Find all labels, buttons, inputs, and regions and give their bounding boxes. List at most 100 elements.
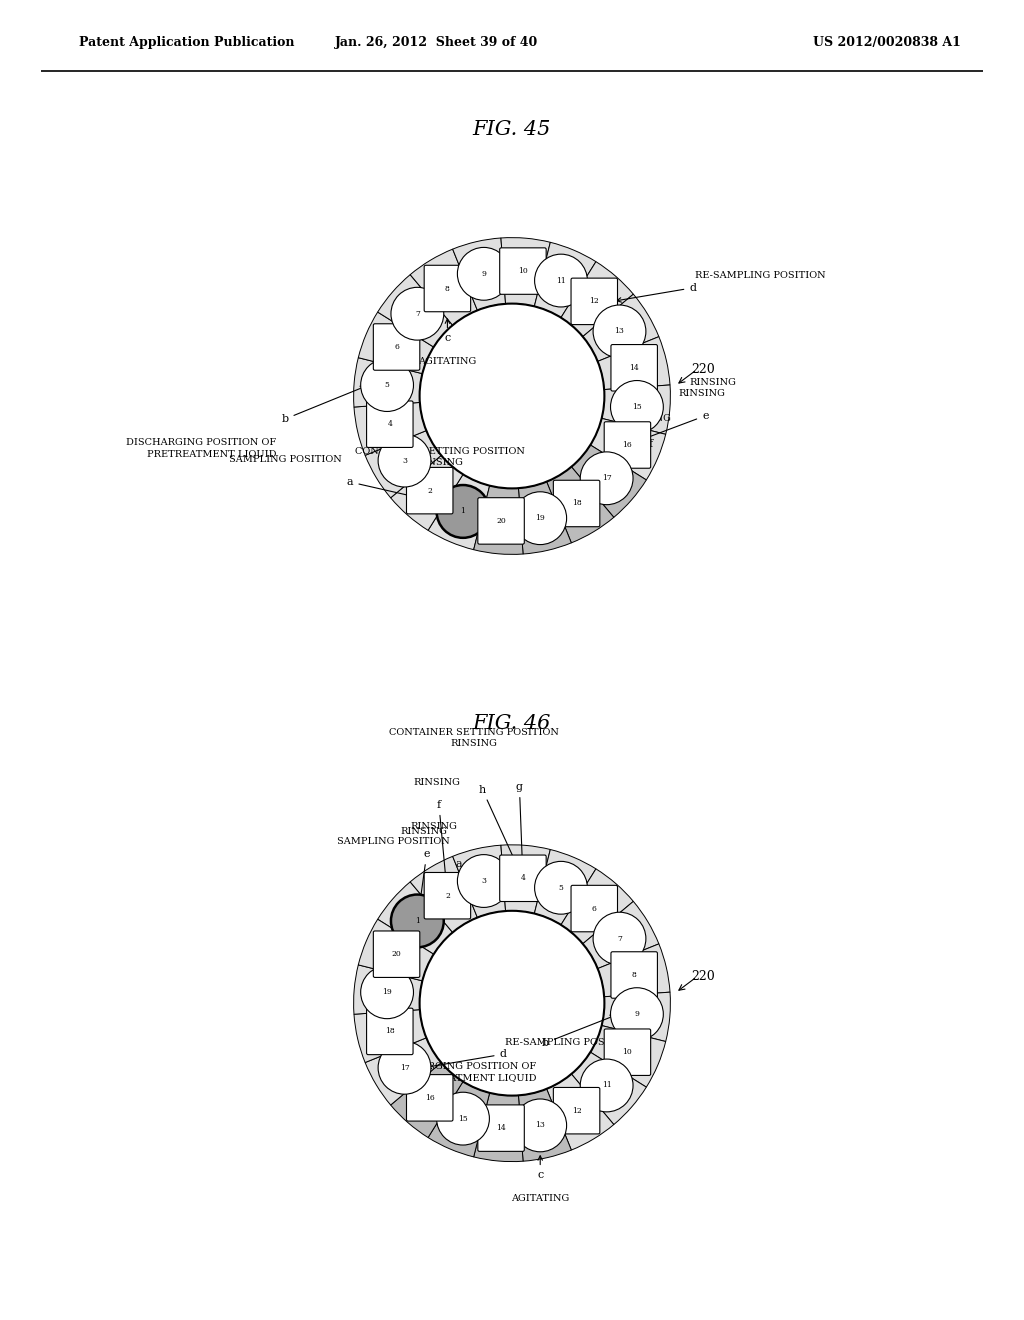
- Wedge shape: [354, 1010, 426, 1063]
- Text: 8: 8: [632, 972, 637, 979]
- Circle shape: [420, 911, 604, 1096]
- FancyBboxPatch shape: [374, 323, 420, 370]
- Wedge shape: [391, 1063, 463, 1138]
- Circle shape: [610, 987, 664, 1040]
- Text: 3: 3: [402, 457, 407, 465]
- Text: 2: 2: [427, 487, 432, 495]
- Text: 1: 1: [415, 917, 420, 925]
- Text: 5: 5: [385, 381, 389, 389]
- Text: FIG. 46: FIG. 46: [473, 714, 551, 733]
- Text: g: g: [516, 781, 525, 874]
- FancyBboxPatch shape: [407, 1074, 453, 1121]
- Text: Jan. 26, 2012  Sheet 39 of 40: Jan. 26, 2012 Sheet 39 of 40: [335, 36, 539, 49]
- Wedge shape: [583, 902, 658, 969]
- Text: SAMPLING POSITION: SAMPLING POSITION: [228, 455, 342, 463]
- Text: RINSING: RINSING: [411, 822, 458, 830]
- Text: e: e: [631, 411, 709, 444]
- FancyBboxPatch shape: [478, 1105, 524, 1151]
- Text: 14: 14: [497, 1125, 506, 1133]
- Text: 10: 10: [623, 1048, 632, 1056]
- FancyBboxPatch shape: [407, 467, 453, 513]
- Wedge shape: [378, 275, 453, 347]
- Wedge shape: [378, 882, 453, 954]
- Text: 16: 16: [623, 441, 632, 449]
- Wedge shape: [354, 403, 426, 455]
- Text: 3: 3: [481, 876, 486, 884]
- FancyBboxPatch shape: [604, 422, 650, 469]
- Circle shape: [436, 1092, 489, 1144]
- Circle shape: [581, 1059, 633, 1111]
- Circle shape: [378, 1041, 431, 1094]
- Text: 19: 19: [536, 515, 545, 523]
- Text: 220: 220: [691, 363, 716, 376]
- Circle shape: [360, 359, 414, 412]
- Text: CONTAINER SETTING POSITION
RINSING: CONTAINER SETTING POSITION RINSING: [354, 446, 524, 467]
- Text: DISCHARGING POSITION OF
PRETREATMENT LIQUID: DISCHARGING POSITION OF PRETREATMENT LIQ…: [126, 438, 276, 458]
- Text: RINSING: RINSING: [625, 414, 672, 424]
- Text: 12: 12: [590, 297, 599, 305]
- Text: g: g: [539, 498, 546, 515]
- FancyBboxPatch shape: [478, 498, 524, 544]
- Circle shape: [535, 255, 588, 308]
- Text: 4: 4: [387, 420, 392, 428]
- Text: 14: 14: [630, 364, 639, 372]
- Wedge shape: [358, 312, 433, 374]
- Circle shape: [458, 854, 510, 907]
- Text: 20: 20: [392, 950, 401, 958]
- Text: 13: 13: [536, 1122, 545, 1130]
- Wedge shape: [591, 1026, 666, 1088]
- Circle shape: [535, 862, 588, 915]
- Wedge shape: [518, 1089, 571, 1162]
- FancyBboxPatch shape: [604, 1030, 650, 1076]
- Circle shape: [458, 247, 510, 300]
- Text: 15: 15: [632, 403, 642, 411]
- Text: RINSING: RINSING: [679, 388, 725, 397]
- FancyBboxPatch shape: [424, 265, 471, 312]
- Text: FIG. 45: FIG. 45: [473, 120, 551, 139]
- Wedge shape: [602, 385, 671, 434]
- Circle shape: [420, 304, 604, 488]
- Text: 19: 19: [382, 989, 392, 997]
- Text: 2: 2: [445, 892, 450, 900]
- FancyBboxPatch shape: [424, 873, 471, 919]
- Text: h: h: [479, 784, 521, 875]
- Text: 1: 1: [461, 507, 466, 515]
- Text: 6: 6: [394, 343, 399, 351]
- FancyBboxPatch shape: [611, 345, 657, 391]
- Text: 15: 15: [458, 1114, 468, 1122]
- FancyBboxPatch shape: [571, 279, 617, 325]
- Wedge shape: [366, 430, 441, 498]
- Wedge shape: [561, 261, 633, 337]
- Text: 18: 18: [385, 1027, 394, 1035]
- Wedge shape: [535, 850, 596, 925]
- Wedge shape: [474, 486, 523, 554]
- Circle shape: [514, 492, 566, 545]
- Text: RE-SAMPLING POSITION: RE-SAMPLING POSITION: [505, 1038, 636, 1047]
- Text: SAMPLING POSITION: SAMPLING POSITION: [337, 837, 451, 846]
- Text: b: b: [542, 1015, 614, 1048]
- Text: 6: 6: [592, 904, 597, 912]
- Wedge shape: [571, 445, 646, 517]
- Wedge shape: [353, 358, 422, 407]
- Circle shape: [581, 451, 633, 504]
- Wedge shape: [571, 1052, 646, 1125]
- Text: 17: 17: [602, 474, 611, 482]
- Wedge shape: [501, 845, 550, 913]
- Wedge shape: [547, 467, 613, 543]
- Wedge shape: [428, 474, 489, 549]
- Text: 11: 11: [556, 277, 566, 285]
- Wedge shape: [411, 857, 477, 932]
- Circle shape: [610, 380, 664, 433]
- Wedge shape: [583, 294, 658, 362]
- FancyBboxPatch shape: [611, 952, 657, 998]
- Circle shape: [391, 288, 443, 341]
- Text: Patent Application Publication: Patent Application Publication: [79, 36, 294, 49]
- Circle shape: [514, 1100, 566, 1152]
- Wedge shape: [411, 249, 477, 325]
- Text: RINSING: RINSING: [689, 378, 736, 387]
- Text: 12: 12: [571, 1106, 582, 1114]
- Wedge shape: [474, 1093, 523, 1162]
- Text: US 2012/0020838 A1: US 2012/0020838 A1: [813, 36, 962, 49]
- Text: 18: 18: [571, 499, 582, 507]
- Wedge shape: [391, 455, 463, 531]
